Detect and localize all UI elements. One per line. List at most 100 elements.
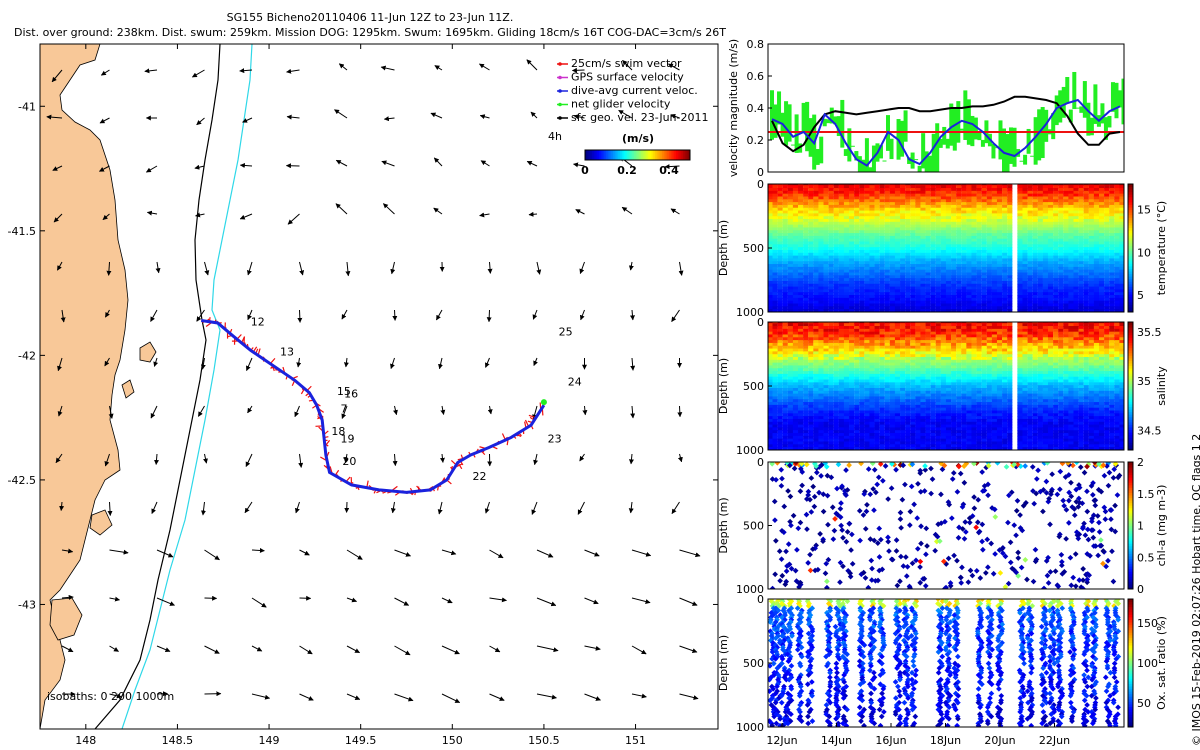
profile-sample bbox=[910, 286, 916, 291]
profile-sample bbox=[798, 365, 804, 370]
profile-sample bbox=[803, 247, 809, 251]
profile-sample bbox=[1109, 241, 1115, 246]
profile-sample bbox=[869, 376, 875, 381]
profile-sample bbox=[991, 188, 998, 192]
profile-sample bbox=[1114, 303, 1120, 308]
profile-sample bbox=[996, 233, 1003, 237]
profile-sample bbox=[940, 255, 947, 260]
profile-sample bbox=[976, 244, 982, 248]
profile-sample bbox=[900, 289, 906, 294]
profile-sample bbox=[1104, 261, 1110, 265]
profile-sample bbox=[864, 266, 870, 271]
profile-sample bbox=[808, 421, 814, 426]
profile-sample bbox=[843, 322, 850, 324]
net-velocity-bar bbox=[791, 144, 796, 146]
profile-sample bbox=[1104, 244, 1110, 248]
profile-sample bbox=[884, 323, 890, 327]
profile-sample bbox=[833, 221, 839, 226]
profile-sample bbox=[828, 326, 834, 330]
profile-sample bbox=[1002, 266, 1008, 271]
profile-sample bbox=[920, 210, 926, 215]
profile-sample bbox=[768, 264, 773, 268]
profile-sample bbox=[940, 295, 947, 299]
profile-sample bbox=[782, 185, 788, 189]
profile-sample bbox=[935, 292, 941, 296]
profile-sample bbox=[1088, 219, 1094, 223]
isobath-1000m bbox=[121, 44, 253, 729]
profile-sample bbox=[803, 275, 809, 279]
current-arrow bbox=[251, 645, 263, 652]
profile-sample bbox=[787, 407, 794, 412]
profile-sample bbox=[849, 354, 855, 358]
profile-sample bbox=[1114, 193, 1120, 198]
profile-sample bbox=[1093, 283, 1100, 288]
profile-sample bbox=[996, 221, 1003, 226]
profile-sample bbox=[772, 348, 778, 353]
profile-sample bbox=[935, 219, 941, 223]
profile-sample bbox=[777, 252, 783, 257]
profile-sample bbox=[874, 435, 880, 440]
profile-sample bbox=[859, 278, 865, 282]
profile-sample bbox=[905, 255, 911, 260]
profile-sample bbox=[843, 219, 850, 223]
profile-sample bbox=[787, 272, 794, 277]
profile-sample bbox=[833, 244, 839, 248]
profile-sample bbox=[930, 233, 936, 237]
isobath-label: isobaths: 0 200 1000m bbox=[47, 690, 174, 703]
profile-sample bbox=[782, 272, 788, 277]
profile-sample bbox=[808, 224, 814, 229]
profile-sample bbox=[874, 297, 880, 302]
profile-sample bbox=[1068, 241, 1074, 246]
profile-sample bbox=[813, 365, 819, 370]
profile-sample bbox=[874, 402, 880, 406]
profile-sample bbox=[808, 306, 814, 310]
profile-sample bbox=[818, 204, 824, 209]
profile-sample bbox=[1098, 221, 1105, 226]
profile-sample bbox=[874, 221, 880, 226]
profile-sample bbox=[782, 359, 788, 364]
profile-sample bbox=[838, 221, 845, 226]
current-arrow bbox=[242, 117, 253, 123]
profile-sample bbox=[1073, 306, 1079, 310]
profile-sample bbox=[782, 404, 788, 409]
profile-sample bbox=[838, 258, 845, 263]
profile-sample bbox=[1022, 275, 1028, 279]
profile-sample bbox=[925, 193, 931, 198]
profile-sample bbox=[1104, 295, 1110, 299]
profile-sample bbox=[854, 404, 860, 409]
profile-sample bbox=[1017, 292, 1023, 296]
profile-sample bbox=[772, 255, 778, 260]
profile-sample bbox=[1073, 230, 1079, 234]
profile-sample bbox=[1078, 216, 1084, 220]
profile-sample bbox=[843, 444, 850, 448]
profile-sample bbox=[828, 413, 834, 417]
profile-sample bbox=[874, 393, 880, 398]
profile-sample bbox=[803, 430, 809, 434]
profile-sample bbox=[1083, 185, 1089, 189]
profile-sample bbox=[1002, 188, 1008, 192]
profile-sample bbox=[986, 235, 992, 240]
current-arrow bbox=[61, 645, 74, 653]
profile-sample bbox=[803, 438, 809, 443]
profile-sample bbox=[874, 337, 880, 341]
current-arrow bbox=[246, 357, 253, 371]
profile-sample bbox=[1093, 184, 1100, 186]
profile-sample bbox=[772, 207, 778, 212]
profile-sample bbox=[849, 188, 855, 192]
profile-sample bbox=[803, 202, 809, 206]
profile-sample bbox=[996, 280, 1003, 285]
profile-sample bbox=[1119, 210, 1124, 215]
profile-sample bbox=[843, 441, 850, 446]
profile-sample bbox=[966, 196, 972, 201]
profile-sample bbox=[945, 227, 952, 232]
profile-sample bbox=[935, 196, 941, 201]
profile-sample bbox=[798, 430, 804, 434]
profile-sample bbox=[849, 204, 855, 209]
profile-sample bbox=[1093, 204, 1100, 209]
profile-sample bbox=[920, 269, 926, 274]
profile-sample bbox=[1063, 306, 1069, 310]
profile-sample bbox=[833, 404, 839, 409]
profile-sample bbox=[833, 227, 839, 232]
profile-sample bbox=[981, 241, 987, 246]
profile-sample bbox=[1073, 184, 1079, 186]
